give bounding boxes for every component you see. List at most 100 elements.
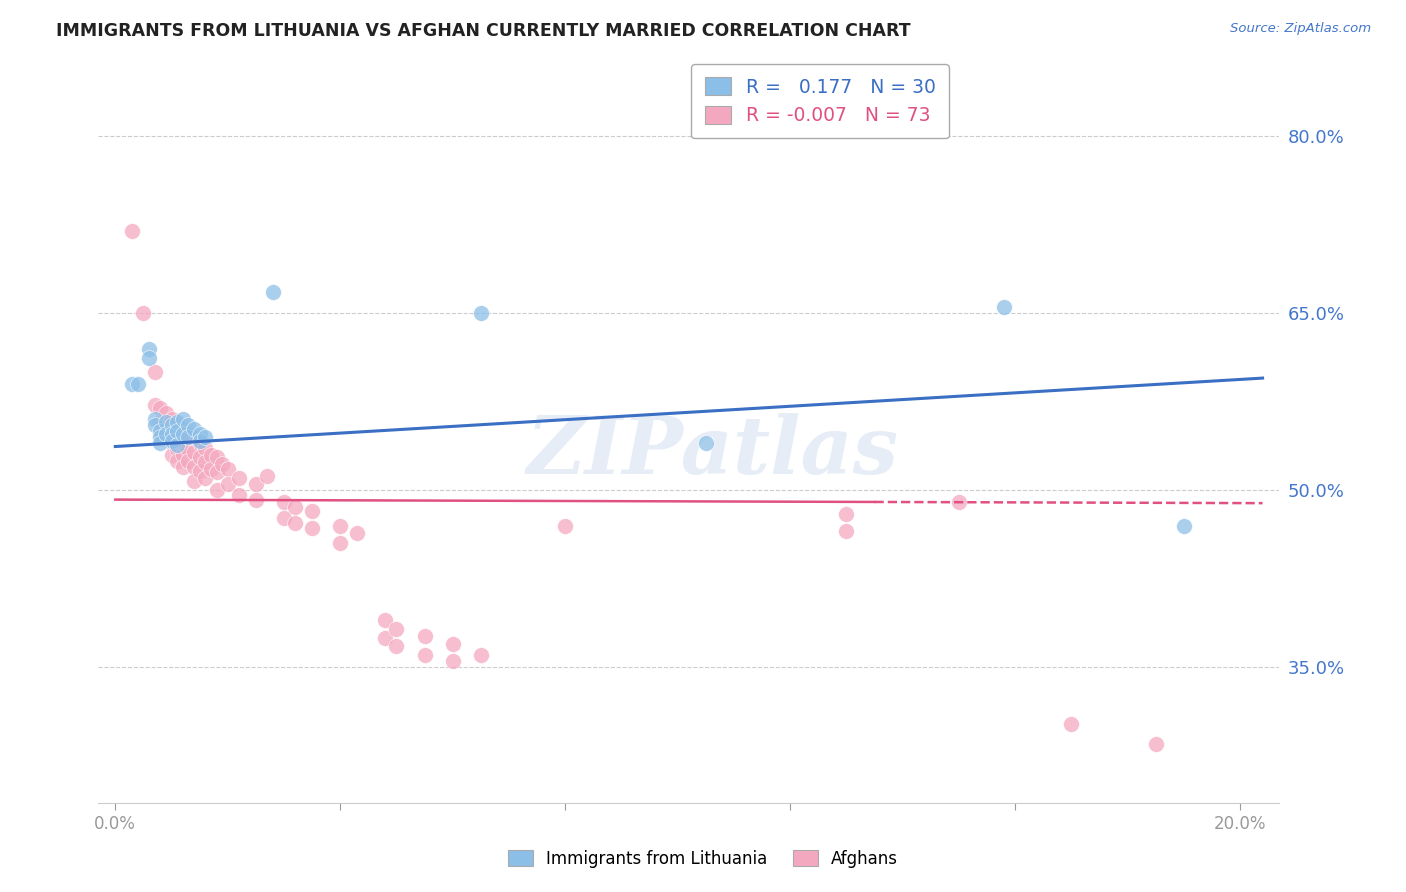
Point xyxy=(228,471,250,485)
Point xyxy=(160,426,183,441)
Point xyxy=(194,430,217,444)
Point xyxy=(470,306,492,320)
Point xyxy=(374,631,396,645)
Point xyxy=(149,401,172,415)
Point xyxy=(177,430,200,444)
Point xyxy=(166,430,188,444)
Point xyxy=(138,351,160,365)
Point xyxy=(194,471,217,485)
Point xyxy=(172,436,194,450)
Point xyxy=(143,398,166,412)
Point xyxy=(155,418,177,433)
Point xyxy=(160,418,183,433)
Point xyxy=(301,504,323,518)
Point xyxy=(160,434,183,448)
Point xyxy=(172,459,194,474)
Point xyxy=(183,422,205,436)
Point xyxy=(385,639,408,653)
Point xyxy=(301,521,323,535)
Point xyxy=(160,448,183,462)
Point xyxy=(200,462,222,476)
Point xyxy=(172,426,194,441)
Point xyxy=(385,623,408,637)
Point xyxy=(205,466,228,480)
Point xyxy=(149,415,172,429)
Point xyxy=(993,301,1015,315)
Point xyxy=(149,430,172,444)
Point xyxy=(374,613,396,627)
Point xyxy=(329,536,352,550)
Point xyxy=(188,436,211,450)
Point xyxy=(177,418,200,433)
Point xyxy=(1173,518,1195,533)
Point xyxy=(160,436,183,450)
Point xyxy=(441,654,464,668)
Point xyxy=(143,412,166,426)
Point xyxy=(441,636,464,650)
Point xyxy=(194,441,217,455)
Point xyxy=(166,424,188,438)
Point xyxy=(160,412,183,426)
Point xyxy=(132,306,155,320)
Text: ZIPatlas: ZIPatlas xyxy=(526,413,898,491)
Point xyxy=(149,424,172,438)
Point xyxy=(413,648,436,663)
Point xyxy=(155,415,177,429)
Point xyxy=(835,507,858,521)
Point xyxy=(245,477,267,491)
Point xyxy=(1144,737,1167,751)
Point xyxy=(149,436,172,450)
Point xyxy=(166,438,188,452)
Point xyxy=(284,516,307,531)
Point xyxy=(194,455,217,469)
Point xyxy=(143,418,166,433)
Point xyxy=(172,412,194,426)
Point xyxy=(413,630,436,644)
Point xyxy=(200,448,222,462)
Point xyxy=(245,492,267,507)
Point xyxy=(346,525,368,540)
Point xyxy=(160,424,183,438)
Point xyxy=(470,648,492,663)
Point xyxy=(554,518,576,533)
Point xyxy=(205,483,228,498)
Point xyxy=(273,511,295,525)
Point xyxy=(183,445,205,459)
Point xyxy=(188,434,211,448)
Point xyxy=(217,477,239,491)
Point xyxy=(188,426,211,441)
Point xyxy=(155,407,177,421)
Point xyxy=(166,453,188,467)
Point xyxy=(172,422,194,436)
Point xyxy=(172,448,194,462)
Point xyxy=(177,426,200,441)
Point xyxy=(138,342,160,356)
Point xyxy=(149,426,172,441)
Point xyxy=(284,500,307,514)
Point xyxy=(127,376,149,391)
Point xyxy=(143,365,166,379)
Point xyxy=(121,224,143,238)
Point xyxy=(211,457,233,471)
Point xyxy=(256,469,278,483)
Point xyxy=(183,430,205,444)
Point xyxy=(121,376,143,391)
Point xyxy=(166,442,188,456)
Legend: R =   0.177   N = 30, R = -0.007   N = 73: R = 0.177 N = 30, R = -0.007 N = 73 xyxy=(692,64,949,138)
Point xyxy=(205,450,228,464)
Point xyxy=(948,495,970,509)
Text: IMMIGRANTS FROM LITHUANIA VS AFGHAN CURRENTLY MARRIED CORRELATION CHART: IMMIGRANTS FROM LITHUANIA VS AFGHAN CURR… xyxy=(56,22,911,40)
Point xyxy=(188,450,211,464)
Point xyxy=(188,464,211,478)
Point xyxy=(155,426,177,441)
Point xyxy=(273,495,295,509)
Point xyxy=(166,415,188,429)
Point xyxy=(262,285,284,299)
Point xyxy=(177,442,200,456)
Point xyxy=(1060,716,1083,731)
Point xyxy=(183,459,205,474)
Point xyxy=(177,453,200,467)
Point xyxy=(835,524,858,539)
Point xyxy=(166,418,188,433)
Legend: Immigrants from Lithuania, Afghans: Immigrants from Lithuania, Afghans xyxy=(502,844,904,875)
